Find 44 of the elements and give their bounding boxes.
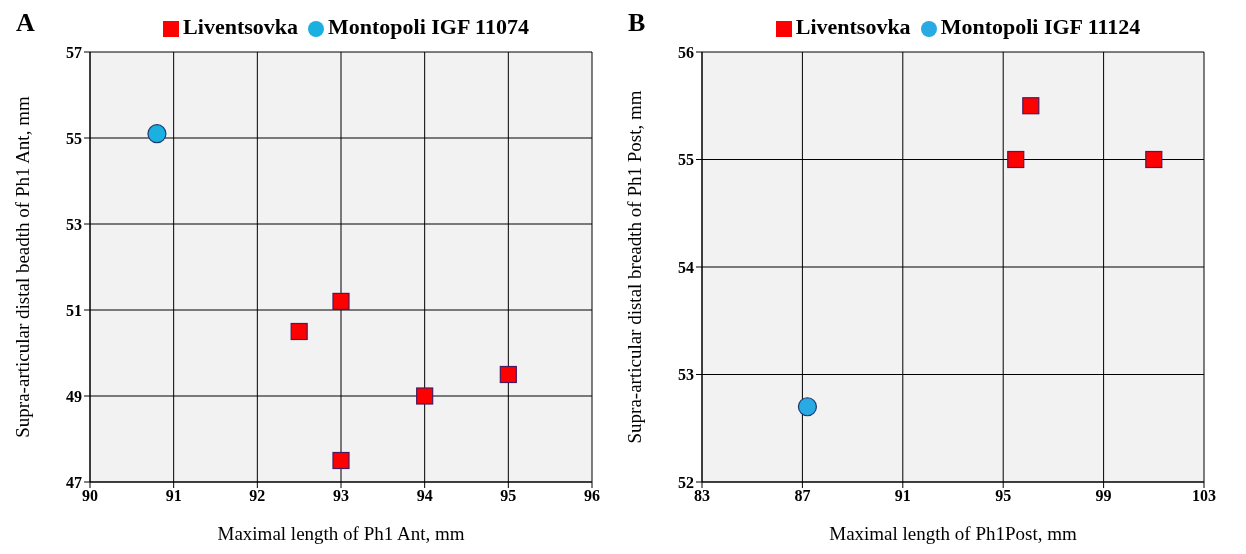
y-tick-label: 47 <box>66 473 82 491</box>
point <box>416 387 434 405</box>
x-tick-label: 83 <box>694 487 710 505</box>
legend-label: Montopoli IGF 11074 <box>328 14 529 39</box>
x-tick-label: 92 <box>249 487 266 505</box>
x-tick-label: 87 <box>794 487 811 505</box>
x-tick-label: 95 <box>995 487 1012 505</box>
y-tick-label: 54 <box>678 258 694 276</box>
chart-title: B <box>628 8 646 38</box>
x-tick-label: 93 <box>333 487 349 505</box>
point <box>1145 150 1163 169</box>
legend-label: Liventsovka <box>183 14 299 39</box>
x-axis-title: Maximal length of Ph1 Ant, mm <box>217 523 465 544</box>
y-tick-label: 55 <box>66 129 82 147</box>
x-tick-label: 91 <box>165 487 182 505</box>
point <box>797 397 818 417</box>
y-tick-label: 55 <box>678 151 694 169</box>
x-tick-label: 94 <box>416 487 433 505</box>
point <box>332 292 350 310</box>
y-tick-label: 57 <box>66 43 82 61</box>
y-tick-label: 52 <box>678 473 694 491</box>
point <box>1007 150 1025 169</box>
x-tick-label: 91 <box>894 487 911 505</box>
chart-title: A <box>16 8 35 38</box>
y-tick-label: 53 <box>678 366 694 384</box>
point <box>290 322 308 341</box>
y-tick-label: 51 <box>66 301 82 319</box>
x-axis-title: Maximal length of Ph1Post, mm <box>829 523 1077 544</box>
x-tick-label: 96 <box>584 487 600 505</box>
y-tick-label: 49 <box>66 387 82 405</box>
x-tick-label: 90 <box>82 487 98 505</box>
y-axis-title: Supra-articular distal breadth of Ph1 Post, mm <box>623 90 645 444</box>
y-axis-title: Supra-articular distal beadth of Ph1 Ant, mm <box>11 96 33 438</box>
legend-label: Montopoli IGF 11124 <box>940 14 1141 39</box>
y-tick-label: 56 <box>678 43 694 61</box>
y-tick-label: 53 <box>66 215 82 233</box>
x-tick-label: 103 <box>1192 487 1216 505</box>
point <box>332 451 350 470</box>
legend-label: Liventsovka <box>795 14 911 39</box>
point <box>499 365 517 384</box>
point <box>1022 97 1040 115</box>
x-tick-label: 95 <box>500 487 517 505</box>
point <box>147 124 167 144</box>
x-tick-label: 99 <box>1095 487 1112 505</box>
